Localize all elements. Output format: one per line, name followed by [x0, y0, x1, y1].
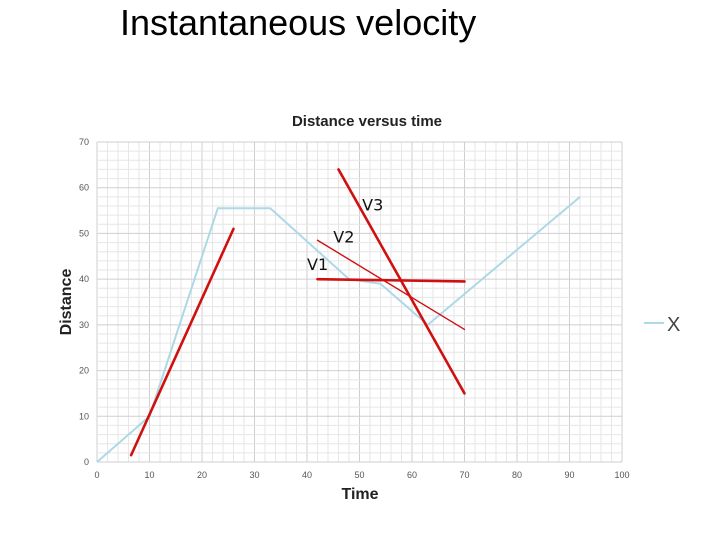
tangent-label-v2: V2 [333, 228, 354, 247]
x-tick-label: 20 [197, 470, 207, 480]
series-line-x [96, 196, 581, 463]
tangent-line-horizontal [316, 277, 466, 283]
y-axis-label: Distance [58, 269, 75, 336]
y-tick-label: 20 [79, 366, 89, 376]
slide-title: Instantaneous velocity [120, 2, 477, 43]
y-tick-label: 70 [79, 137, 89, 147]
x-tick-label: 40 [302, 470, 312, 480]
y-tick-label: 60 [79, 183, 89, 193]
y-tick-label: 10 [79, 411, 89, 421]
grid [96, 141, 623, 463]
tangent-line-v1 [129, 227, 235, 457]
x-tick-label: 70 [459, 470, 469, 480]
x-tick-label: 60 [407, 470, 417, 480]
x-tick-label: 0 [94, 470, 99, 480]
x-tick-label: 30 [249, 470, 259, 480]
y-tick-label: 50 [79, 228, 89, 238]
x-tick-label: 80 [512, 470, 522, 480]
chart-title: Distance versus time [292, 113, 442, 130]
annotations: V1 V2 V3 [129, 168, 466, 457]
axes: 0 10 20 30 40 50 60 70 80 90 100 0 10 20 30 40 50 60 70 [79, 137, 630, 480]
legend: X [644, 314, 680, 336]
tangent-line-v2 [316, 239, 466, 331]
y-tick-label: 40 [79, 274, 89, 284]
tangent-label-v3: V3 [362, 196, 383, 215]
tangent-label-v1: V1 [307, 255, 328, 274]
x-axis-label: Time [341, 486, 378, 503]
x-tick-label: 50 [354, 470, 364, 480]
y-tick-label: 0 [84, 457, 89, 467]
x-tick-label: 90 [564, 470, 574, 480]
x-tick-label: 100 [614, 470, 629, 480]
series [96, 196, 581, 463]
x-tick-label: 10 [144, 470, 154, 480]
legend-entry-x: X [667, 314, 680, 336]
y-tick-label: 30 [79, 320, 89, 330]
